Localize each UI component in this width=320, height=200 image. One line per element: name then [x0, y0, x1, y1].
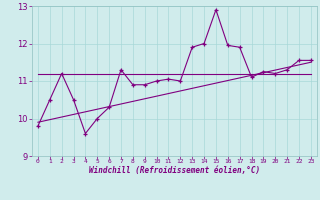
X-axis label: Windchill (Refroidissement éolien,°C): Windchill (Refroidissement éolien,°C) [89, 166, 260, 175]
